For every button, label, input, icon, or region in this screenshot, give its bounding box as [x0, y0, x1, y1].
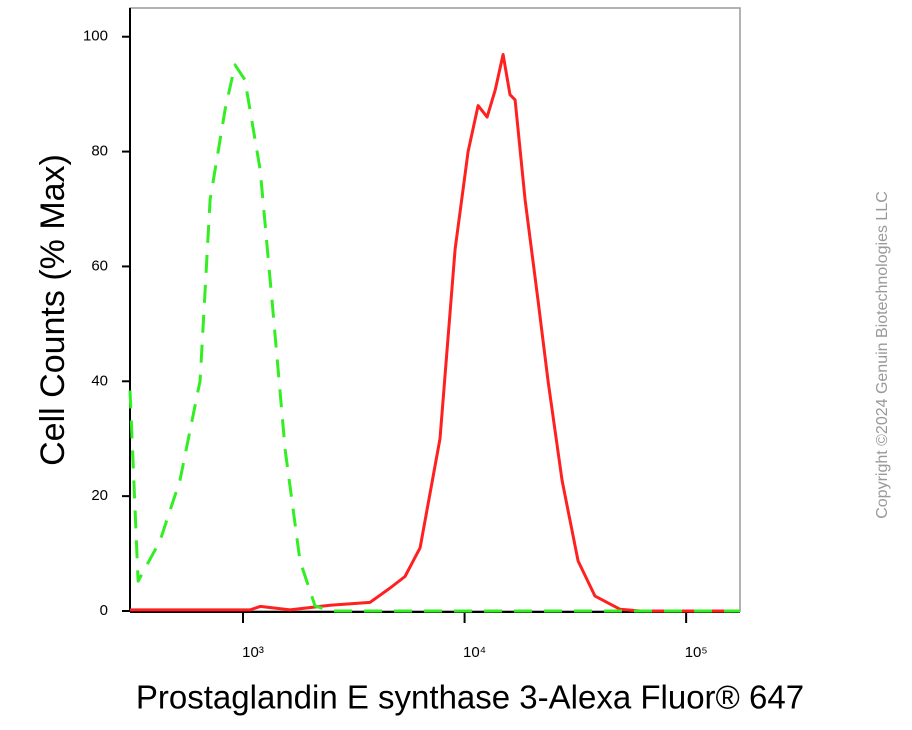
y-tick-label: 80	[91, 143, 108, 160]
x-tick-label: 10⁵	[685, 644, 708, 661]
y-tick-label: 40	[91, 372, 108, 389]
x-tick-label: 10⁴	[463, 644, 486, 661]
x-axis-label: Prostaglandin E synthase 3-Alexa Fluor® …	[136, 679, 804, 716]
series-line	[128, 63, 740, 613]
series-line	[130, 53, 740, 613]
y-axis-label: Cell Counts (% Max)	[34, 154, 72, 466]
watermark: Copyright ©2024 Genuin Biotechnologies L…	[874, 191, 891, 519]
x-tick-label: 10³	[242, 644, 264, 661]
y-tick-label: 0	[100, 602, 108, 619]
y-tick-label: 100	[83, 28, 108, 45]
y-tick-label: 60	[91, 257, 108, 274]
plot-frame	[129, 7, 741, 612]
y-tick-label: 20	[91, 487, 108, 504]
